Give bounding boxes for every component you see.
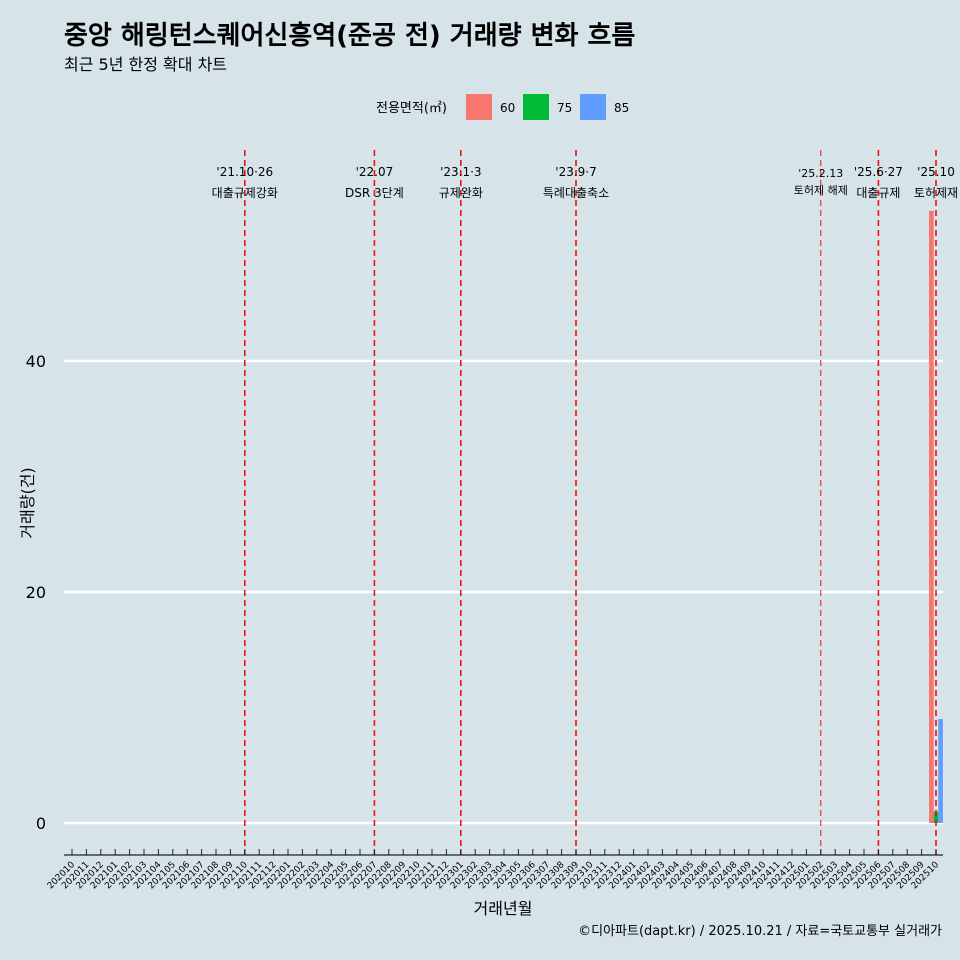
annotation-date: '25.2.13: [798, 167, 843, 180]
annotation-date: '23.9·7: [555, 165, 596, 179]
annotation-label: 토허제 해제: [794, 183, 848, 197]
annotation-label: 대출규제: [856, 186, 900, 200]
gridlines: [64, 359, 943, 825]
y-axis-ticks: 0 20 40: [26, 352, 46, 833]
y-tick-label: 40: [26, 352, 46, 371]
annotation-label: DSR 3단계: [345, 186, 404, 200]
legend-label-75: 75: [557, 101, 572, 115]
y-axis-title: 거래량(건): [18, 467, 37, 538]
legend-label-60: 60: [500, 101, 515, 115]
annotation-label: 대출규제강화: [212, 186, 278, 200]
legend-swatch-60: [466, 94, 492, 120]
annotation-date: '25.6·27: [854, 165, 903, 179]
chart-title: 중앙 해링턴스퀘어신흥역(준공 전) 거래량 변화 흐름: [64, 21, 635, 51]
legend-title: 전용면적(㎡): [376, 101, 447, 116]
bar-85-202510: [938, 719, 943, 823]
annotation-date: '23.1·3: [440, 165, 481, 179]
legend-swatch-85: [580, 94, 606, 120]
legend-label-85: 85: [614, 101, 629, 115]
policy-annotations: '21.10·26 대출규제강화 '22.07 DSR 3단계 '23.1·3 규제완화 '…: [212, 165, 958, 200]
x-axis-title: 거래년월: [474, 899, 533, 918]
legend: 전용면적(㎡) 60 75 85: [376, 94, 629, 120]
chart-subtitle: 최근 5년 한정 확대 차트: [64, 55, 227, 74]
annotation-label: 규제완화: [439, 186, 483, 200]
annotation-label: 토허제재: [914, 186, 958, 200]
legend-swatch-75: [523, 94, 549, 120]
bar-60-202510: [929, 210, 934, 824]
y-tick-label: 20: [26, 583, 46, 602]
policy-lines: [244, 150, 937, 855]
annotation-date: '22.07: [356, 165, 394, 179]
caption: ©디아파트(dapt.kr) / 2025.10.21 / 자료=국토교통부 실…: [578, 924, 942, 939]
annotation-label: 특례대출축소: [543, 186, 609, 200]
bar-75-202510: [933, 811, 939, 823]
y-tick-label: 0: [36, 814, 46, 833]
annotation-date: '25.10: [917, 165, 955, 179]
bars: [929, 210, 943, 824]
annotation-date: '21.10·26: [216, 165, 273, 179]
